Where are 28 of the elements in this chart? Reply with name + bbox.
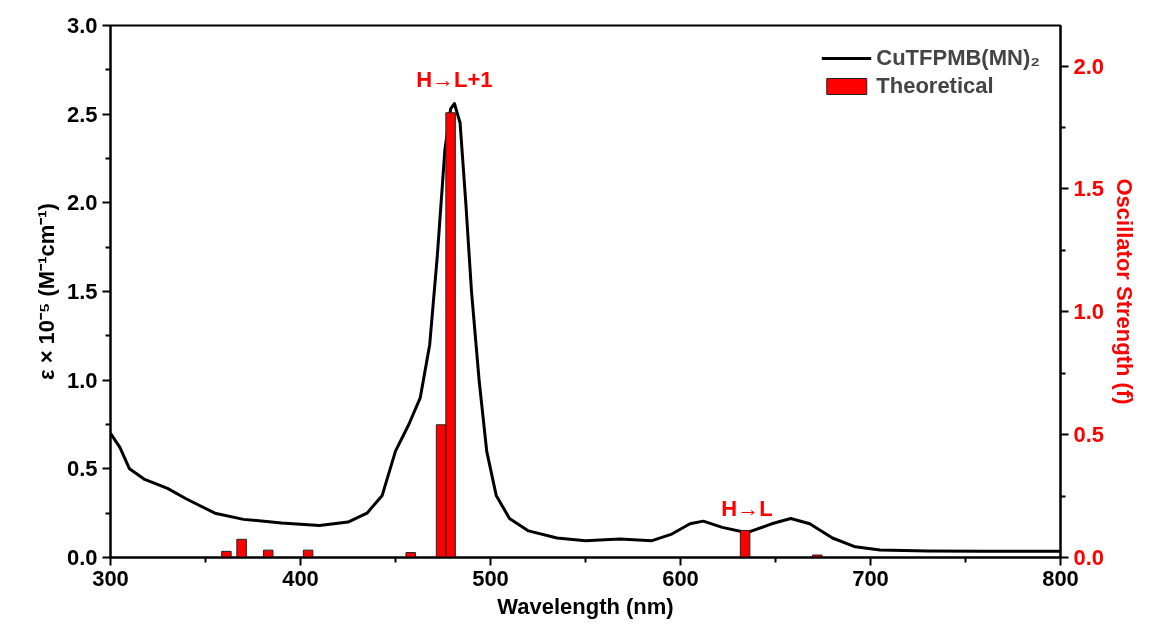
bar bbox=[405, 552, 416, 558]
bar bbox=[302, 549, 314, 558]
y-tick-label: 1.5 bbox=[66, 279, 98, 304]
annotation: H→L bbox=[721, 495, 773, 521]
y-tick-label: 3.0 bbox=[66, 13, 98, 38]
x-tick-label: 400 bbox=[282, 565, 319, 591]
y2-tick-label: 0.5 bbox=[1073, 422, 1105, 448]
x-tick-label: 500 bbox=[472, 565, 509, 591]
annotation: H→L+1 bbox=[416, 66, 493, 92]
y2-tick-label: 1.0 bbox=[1073, 299, 1105, 325]
legend-label: Theoretical bbox=[876, 73, 994, 99]
bar bbox=[812, 554, 823, 558]
y2-axis-title: Oscillator Strength (f) bbox=[1112, 178, 1138, 405]
y-tick-label: 0.5 bbox=[66, 456, 98, 482]
legend-label: CuTFPMB(MN)₂ bbox=[876, 45, 1040, 71]
y2-tick-label: 2.0 bbox=[1073, 53, 1105, 79]
y-tick-label: 2.0 bbox=[66, 190, 98, 216]
bar bbox=[262, 549, 274, 558]
bar bbox=[236, 538, 247, 558]
y-tick-label: 2.5 bbox=[66, 101, 98, 127]
x-tick-label: 600 bbox=[662, 565, 699, 591]
y-tick-label: 1.0 bbox=[66, 367, 98, 393]
y-axis-title: ε × 10⁻⁵ (M⁻¹cm⁻¹) bbox=[33, 203, 59, 380]
bar bbox=[739, 529, 751, 558]
x-tick-label: 700 bbox=[852, 565, 889, 591]
bar bbox=[221, 550, 232, 558]
y2-tick-label: 1.5 bbox=[1073, 176, 1105, 202]
x-axis-title: Wavelength (nm) bbox=[497, 593, 674, 619]
